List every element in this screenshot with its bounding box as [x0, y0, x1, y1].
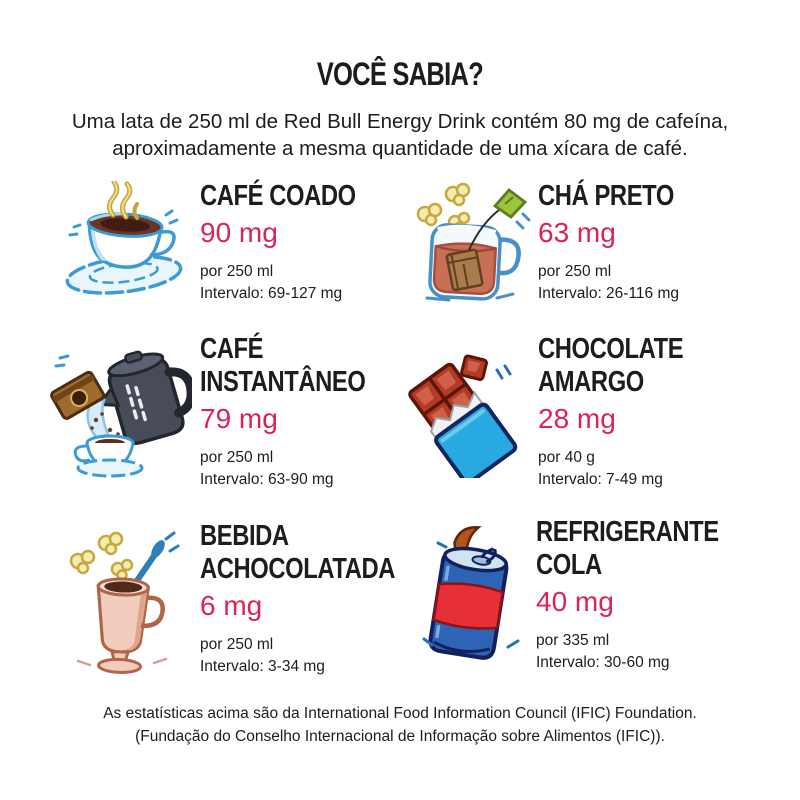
- subtitle-line-1: Uma lata de 250 ml de Red Bull Energy Dr…: [71, 110, 729, 133]
- item-range: Intervalo: 7-49 mg: [538, 470, 663, 488]
- item-cafe-coado: CAFÉ COADO 90 mg por 250 ml Intervalo: 6…: [50, 176, 402, 308]
- item-meta: por 250 ml Intervalo: 3-34 mg: [200, 634, 438, 677]
- cola-can-icon: [408, 519, 536, 671]
- dark-chocolate-icon: [405, 346, 538, 478]
- item-amount: 40 mg: [536, 586, 614, 618]
- item-text: CHOCOLATE AMARGO 28 mg por 40 g Interval…: [538, 333, 755, 490]
- page-title: VOCÊ SABIA?: [316, 56, 484, 92]
- item-range: Intervalo: 69-127 mg: [200, 284, 343, 302]
- chocolate-milk-icon: [50, 523, 200, 675]
- item-meta: por 250 ml Intervalo: 26-116 mg: [538, 261, 755, 304]
- subtitle-line-2: aproximadamente a mesma quantidade de um…: [112, 137, 688, 161]
- item-meta: por 250 ml Intervalo: 63-90 mg: [200, 447, 402, 490]
- item-cha-preto: CHÁ PRETO 63 mg por 250 ml Intervalo: 26…: [405, 176, 755, 308]
- instant-coffee-icon: [44, 346, 200, 478]
- item-title: CHÁ PRETO: [538, 179, 674, 212]
- item-title: CHOCOLATE AMARGO: [538, 333, 684, 398]
- item-title: REFRIGERANTE COLA: [536, 516, 719, 581]
- footer: As estatísticas acima são da Internation…: [30, 702, 770, 749]
- item-range: Intervalo: 3-34 mg: [200, 657, 325, 675]
- item-amount: 63 mg: [538, 217, 616, 249]
- item-title: CAFÉ COADO: [200, 179, 356, 212]
- item-text: CAFÉ INSTANTÂNEO 79 mg por 250 ml Interv…: [200, 333, 402, 490]
- item-amount: 28 mg: [538, 403, 616, 435]
- item-refrigerante-cola: REFRIGERANTE COLA 40 mg por 335 ml Inter…: [408, 514, 754, 676]
- item-per: por 250 ml: [200, 636, 274, 654]
- item-text: CHÁ PRETO 63 mg por 250 ml Intervalo: 26…: [538, 180, 755, 305]
- item-per: por 250 ml: [200, 449, 274, 467]
- item-bebida-achocolatada: BEBIDA ACHOCOLATADA 6 mg por 250 ml Inte…: [50, 518, 402, 680]
- subtitle: Uma lata de 250 ml de Red Bull Energy Dr…: [40, 108, 760, 162]
- item-amount: 90 mg: [200, 217, 278, 249]
- item-meta: por 250 ml Intervalo: 69-127 mg: [200, 261, 402, 304]
- item-per: por 40 g: [538, 449, 595, 467]
- item-range: Intervalo: 63-90 mg: [200, 470, 334, 488]
- footer-line-1: As estatísticas acima são da Internation…: [103, 705, 697, 722]
- item-cafe-instantaneo: CAFÉ INSTANTÂNEO 79 mg por 250 ml Interv…: [44, 333, 402, 490]
- item-title: BEBIDA ACHOCOLATADA: [200, 520, 395, 585]
- item-per: por 335 ml: [536, 632, 610, 650]
- item-amount: 6 mg: [200, 590, 263, 622]
- item-text: REFRIGERANTE COLA 40 mg por 335 ml Inter…: [536, 516, 759, 673]
- brewed-coffee-icon: [50, 181, 200, 303]
- item-per: por 250 ml: [538, 263, 612, 281]
- item-meta: por 335 ml Intervalo: 30-60 mg: [536, 630, 759, 673]
- item-text: CAFÉ COADO 90 mg por 250 ml Intervalo: 6…: [200, 180, 402, 305]
- item-amount: 79 mg: [200, 403, 278, 435]
- item-range: Intervalo: 30-60 mg: [536, 653, 670, 671]
- item-range: Intervalo: 26-116 mg: [538, 284, 680, 302]
- item-title: CAFÉ INSTANTÂNEO: [200, 333, 366, 398]
- item-text: BEBIDA ACHOCOLATADA 6 mg por 250 ml Inte…: [200, 520, 438, 677]
- item-per: por 250 ml: [200, 263, 274, 281]
- item-meta: por 40 g Intervalo: 7-49 mg: [538, 447, 755, 490]
- black-tea-icon: [405, 180, 538, 304]
- footer-line-2: (Fundação do Conselho Internacional de I…: [135, 728, 665, 746]
- item-chocolate-amargo: CHOCOLATE AMARGO 28 mg por 40 g Interval…: [405, 332, 755, 492]
